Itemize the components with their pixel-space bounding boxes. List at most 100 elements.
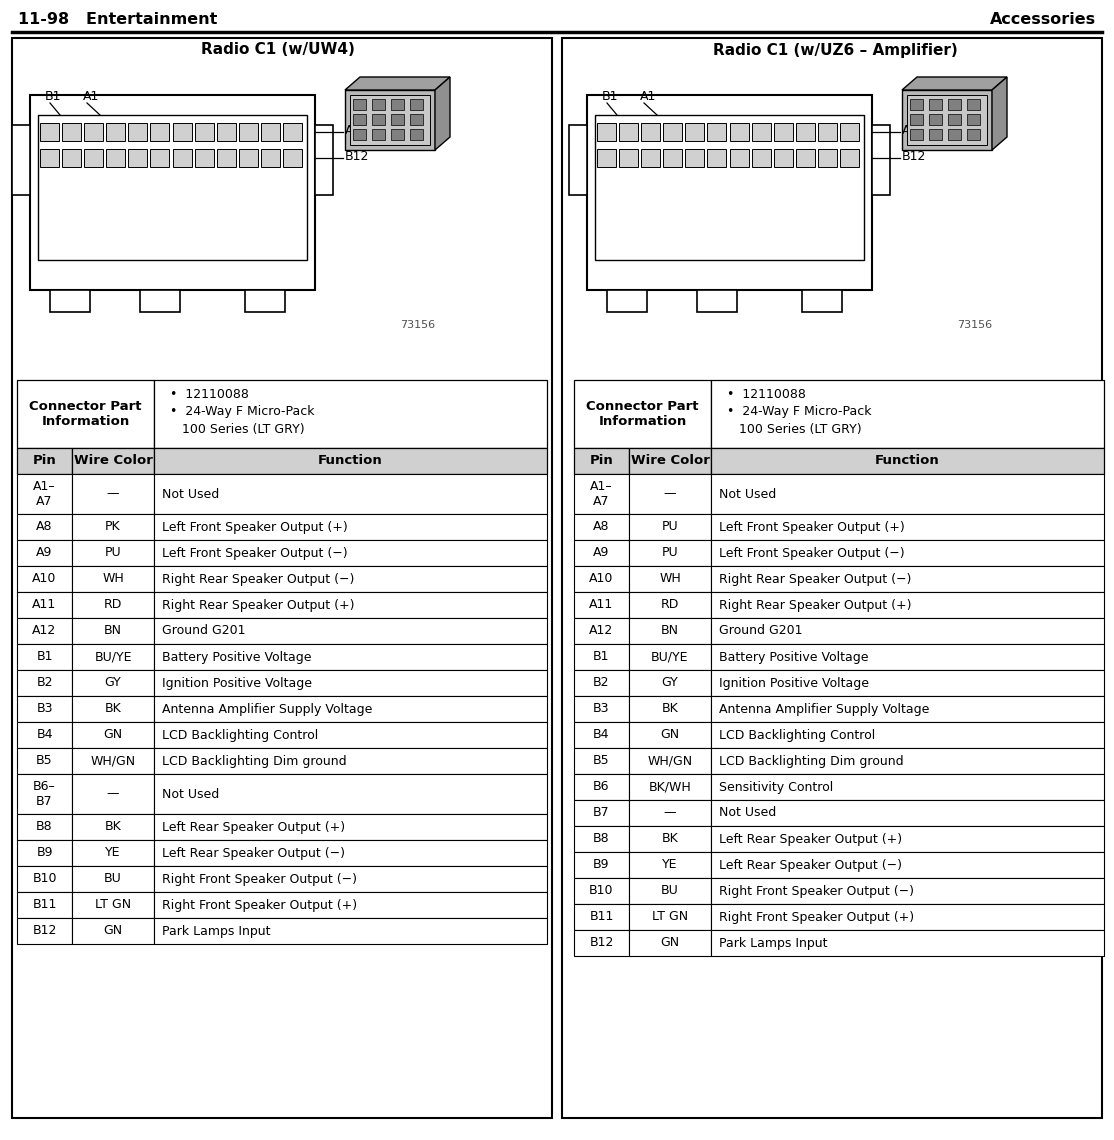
- Text: Antenna Amplifier Supply Voltage: Antenna Amplifier Supply Voltage: [162, 702, 372, 716]
- Bar: [154, 380, 547, 448]
- Text: Battery Positive Voltage: Battery Positive Voltage: [719, 651, 869, 663]
- Text: B1: B1: [602, 90, 618, 104]
- Bar: [711, 592, 1104, 618]
- Text: YE: YE: [105, 847, 120, 860]
- Bar: [574, 722, 629, 748]
- Bar: [140, 290, 180, 312]
- Bar: [629, 565, 711, 592]
- Text: Left Front Speaker Output (−): Left Front Speaker Output (−): [719, 546, 905, 560]
- Bar: [283, 149, 302, 166]
- Text: B8: B8: [36, 821, 52, 833]
- Bar: [154, 891, 547, 918]
- Bar: [595, 115, 864, 260]
- Bar: [17, 814, 72, 840]
- Text: Pin: Pin: [589, 455, 614, 467]
- Text: 100 Series (LT GRY): 100 Series (LT GRY): [719, 423, 861, 435]
- Bar: [685, 123, 704, 141]
- Text: GY: GY: [105, 676, 121, 690]
- Text: B9: B9: [594, 858, 609, 871]
- Bar: [17, 618, 72, 644]
- Bar: [245, 290, 285, 312]
- Text: Not Used: Not Used: [719, 806, 776, 820]
- Bar: [711, 904, 1104, 930]
- Bar: [17, 380, 154, 448]
- Bar: [72, 722, 154, 748]
- Text: Ground G201: Ground G201: [162, 625, 245, 637]
- Bar: [574, 930, 629, 956]
- Bar: [629, 904, 711, 930]
- Bar: [773, 149, 793, 166]
- Bar: [711, 380, 1104, 448]
- Bar: [629, 774, 711, 800]
- Text: WH: WH: [659, 572, 681, 586]
- Text: A9: A9: [594, 546, 609, 560]
- Bar: [840, 149, 859, 166]
- Text: 11-98   Entertainment: 11-98 Entertainment: [18, 13, 217, 27]
- Bar: [17, 592, 72, 618]
- Bar: [150, 123, 169, 141]
- Text: •  24-Way F Micro-Pack: • 24-Way F Micro-Pack: [162, 406, 314, 418]
- Bar: [929, 129, 942, 140]
- Bar: [910, 129, 924, 140]
- Bar: [711, 474, 1104, 514]
- Text: A12: A12: [589, 625, 614, 637]
- Bar: [773, 123, 793, 141]
- Polygon shape: [991, 78, 1007, 150]
- Bar: [154, 514, 547, 540]
- Text: GN: GN: [104, 925, 123, 937]
- Bar: [711, 852, 1104, 878]
- Bar: [345, 90, 434, 150]
- Bar: [711, 514, 1104, 540]
- Bar: [353, 114, 367, 125]
- Bar: [629, 878, 711, 904]
- Text: GN: GN: [661, 728, 680, 741]
- Text: B11: B11: [589, 911, 614, 923]
- Bar: [629, 644, 711, 670]
- Text: Right Rear Speaker Output (+): Right Rear Speaker Output (+): [162, 598, 354, 611]
- Text: A11: A11: [32, 598, 57, 611]
- Text: YE: YE: [662, 858, 677, 871]
- Text: A10: A10: [32, 572, 57, 586]
- Bar: [711, 540, 1104, 565]
- Polygon shape: [434, 78, 450, 150]
- Bar: [40, 149, 59, 166]
- Polygon shape: [345, 78, 450, 90]
- Text: B5: B5: [593, 755, 609, 767]
- Text: B6–
B7: B6– B7: [33, 780, 56, 808]
- Bar: [685, 149, 704, 166]
- Text: GN: GN: [661, 936, 680, 950]
- Bar: [818, 123, 837, 141]
- Bar: [72, 697, 154, 722]
- Bar: [154, 918, 547, 944]
- Text: A9: A9: [37, 546, 52, 560]
- Text: B4: B4: [594, 728, 609, 741]
- Text: •  12110088: • 12110088: [719, 388, 805, 400]
- Bar: [72, 565, 154, 592]
- Bar: [410, 114, 423, 125]
- Bar: [261, 123, 280, 141]
- Text: Left Front Speaker Output (+): Left Front Speaker Output (+): [719, 521, 905, 534]
- Bar: [707, 149, 726, 166]
- Text: BU/YE: BU/YE: [95, 651, 131, 663]
- Text: Not Used: Not Used: [719, 488, 776, 500]
- Text: BK: BK: [662, 702, 678, 716]
- Text: Sensitivity Control: Sensitivity Control: [719, 781, 833, 793]
- Bar: [711, 618, 1104, 644]
- Bar: [629, 697, 711, 722]
- Bar: [72, 618, 154, 644]
- Bar: [154, 448, 547, 474]
- Bar: [154, 670, 547, 697]
- Text: Right Front Speaker Output (+): Right Front Speaker Output (+): [719, 911, 915, 923]
- Polygon shape: [902, 78, 1007, 90]
- Text: B1: B1: [594, 651, 609, 663]
- Text: BK: BK: [105, 702, 121, 716]
- Text: A12: A12: [345, 123, 369, 137]
- Bar: [711, 722, 1104, 748]
- Text: Left Front Speaker Output (−): Left Front Speaker Output (−): [162, 546, 348, 560]
- Text: B7: B7: [593, 806, 609, 820]
- Bar: [72, 891, 154, 918]
- Bar: [711, 697, 1104, 722]
- Bar: [238, 149, 257, 166]
- Bar: [730, 149, 749, 166]
- Text: BN: BN: [661, 625, 680, 637]
